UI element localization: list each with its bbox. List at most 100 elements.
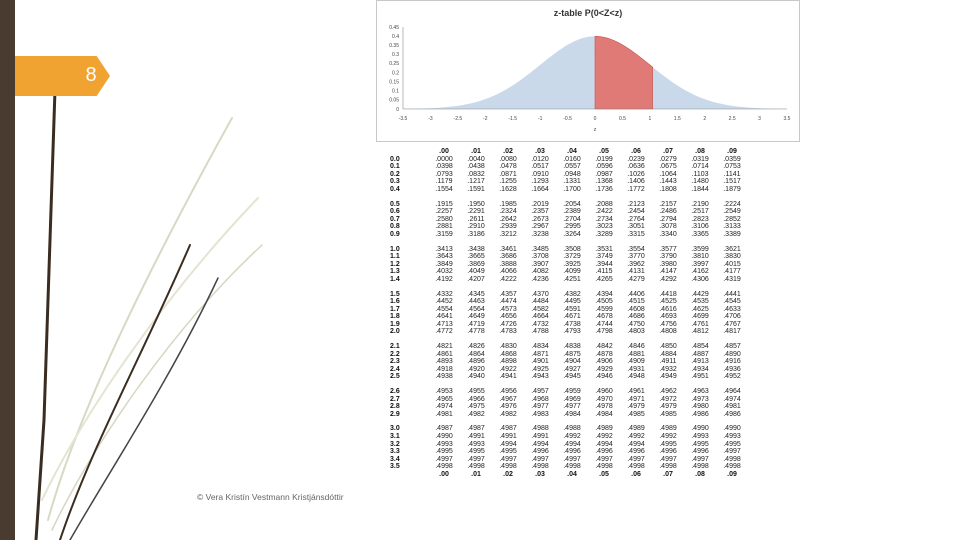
z-table-cell: .1985 bbox=[499, 200, 517, 208]
z-table-cell: .3238 bbox=[531, 230, 549, 238]
z-table-cell: .3340 bbox=[659, 230, 677, 238]
z-table-cell: .4949 bbox=[659, 373, 677, 381]
z-table-cell: .4938 bbox=[435, 373, 453, 381]
z-table-column-header: .06 bbox=[631, 148, 641, 155]
z-table-cell: .1772 bbox=[627, 185, 645, 193]
z-table-cell: .4706 bbox=[723, 313, 741, 321]
z-table-cell: .4913 bbox=[691, 358, 709, 366]
z-table-cell: .3485 bbox=[531, 245, 549, 253]
z-table-cell: .4977 bbox=[563, 403, 581, 411]
z-table-column-header: .08 bbox=[695, 148, 705, 155]
z-table-cell: .4452 bbox=[435, 298, 453, 306]
z-table-cell: .1443 bbox=[659, 178, 677, 186]
y-tick-label: 0.2 bbox=[392, 70, 399, 76]
z-table-cell: .4998 bbox=[499, 463, 517, 471]
z-table-cell: .4649 bbox=[467, 313, 485, 321]
z-table-cell: .2734 bbox=[595, 215, 613, 223]
z-table-cell: .4998 bbox=[467, 463, 485, 471]
z-table-cell: .4997 bbox=[691, 455, 709, 463]
z-table-cell: .4641 bbox=[435, 313, 453, 321]
z-table-cell: .4998 bbox=[435, 463, 453, 471]
z-table-cell: .2794 bbox=[659, 215, 677, 223]
z-table-cell: .4990 bbox=[435, 433, 453, 440]
z-table-cell: .4192 bbox=[435, 275, 453, 283]
z-table-cell: .3665 bbox=[467, 253, 485, 261]
z-table-cell: .4951 bbox=[691, 373, 709, 381]
z-table-cell: .4920 bbox=[467, 365, 485, 373]
z-table-cell: .4808 bbox=[659, 328, 677, 336]
z-table-cell: .4987 bbox=[467, 425, 485, 433]
z-table-cell: .4495 bbox=[563, 298, 581, 306]
z-table-column-header: .03 bbox=[535, 148, 545, 155]
z-table-cell: .4861 bbox=[435, 350, 453, 358]
z-table-cell: .4972 bbox=[659, 395, 677, 403]
z-table-cell: .4988 bbox=[531, 425, 549, 433]
z-table-cell: .2088 bbox=[595, 200, 613, 208]
z-table-cell: .4987 bbox=[499, 425, 517, 433]
z-table-cell: .4975 bbox=[467, 403, 485, 411]
z-table-cell: .4997 bbox=[627, 455, 645, 463]
z-table-cell: .4896 bbox=[467, 358, 485, 366]
x-tick-label: -0.5 bbox=[563, 116, 572, 122]
z-table-cell: .4980 bbox=[691, 403, 709, 411]
z-table-row: 0.8 .2881 .2910 .2939 .2967 .2995 .3023 .3051 .3… bbox=[390, 223, 748, 231]
z-value-label: 0.0 bbox=[390, 155, 400, 163]
z-table-cell: .3554 bbox=[627, 245, 645, 253]
z-table-cell: .4995 bbox=[435, 448, 453, 456]
z-value-label: 0.9 bbox=[390, 230, 400, 238]
z-table-cell: .1591 bbox=[467, 185, 485, 193]
z-table-cell: .4916 bbox=[723, 358, 741, 366]
z-table-cell: .3790 bbox=[659, 253, 677, 261]
z-table-cell: .4998 bbox=[723, 455, 741, 463]
z-table-cell: .4996 bbox=[595, 448, 613, 456]
z-table-cell: .4306 bbox=[691, 275, 709, 283]
z-table-cell: .0199 bbox=[595, 155, 613, 163]
z-table-cell: .4925 bbox=[531, 365, 549, 373]
z-value-label: 1.9 bbox=[390, 320, 400, 328]
slide-number: 8 bbox=[85, 64, 97, 86]
z-table-cell: .3023 bbox=[595, 223, 613, 231]
z-table-row: 2.7 .4965 .4966 .4967 .4968 .4969 .4970 .4971 .4… bbox=[390, 396, 748, 404]
z-table-cell: .3599 bbox=[691, 245, 709, 253]
z-table-row: 3.5 .4998 .4998 .4998 .4998 .4998 .4998 .4998 .4… bbox=[390, 463, 748, 471]
z-table-cell: .4991 bbox=[499, 433, 517, 440]
z-table-cell: .4995 bbox=[467, 448, 485, 456]
z-table-cell: .4990 bbox=[691, 425, 709, 433]
z-table-cell: .4162 bbox=[691, 268, 709, 276]
z-table-cell: .4406 bbox=[627, 290, 645, 298]
z-table-cell: .1664 bbox=[531, 185, 549, 193]
z-table-cell: .4418 bbox=[659, 290, 677, 298]
z-value-label: 1.6 bbox=[390, 298, 400, 306]
y-tick-label: 0.25 bbox=[389, 61, 399, 67]
z-table-cell: .4817 bbox=[723, 328, 741, 336]
z-table-cell: .4463 bbox=[467, 298, 485, 306]
z-table-cell: .4998 bbox=[595, 463, 613, 471]
z-table-cell: .4997 bbox=[563, 455, 581, 463]
z-table-cell: .4535 bbox=[691, 298, 709, 306]
z-table-row: 3.3 .4995 .4995 .4995 .4996 .4996 .4996 .4996 .4… bbox=[390, 448, 748, 456]
z-table-cell: .4929 bbox=[595, 365, 613, 373]
z-table-cell: .4664 bbox=[531, 313, 549, 321]
z-value-label: 1.8 bbox=[390, 313, 400, 321]
z-table-cell: .4686 bbox=[627, 313, 645, 321]
z-table-column-footer: .04 bbox=[567, 470, 577, 478]
z-table-cell: .4864 bbox=[467, 350, 485, 358]
z-table-cell: .4564 bbox=[467, 305, 485, 313]
z-table-cell: .1517 bbox=[723, 178, 741, 186]
z-value-label: 2.8 bbox=[390, 403, 400, 411]
z-table-cell: .4934 bbox=[691, 365, 709, 373]
z-table-cell: .2324 bbox=[499, 208, 517, 216]
z-table-cell: .4207 bbox=[467, 275, 485, 283]
z-value-label: 0.7 bbox=[390, 215, 400, 223]
z-table-cell: .4505 bbox=[595, 298, 613, 306]
z-table-cell: .0120 bbox=[531, 155, 549, 163]
z-table-cell: .4761 bbox=[691, 320, 709, 328]
z-table-panel: .00 .01 .02 .03 .04 .05 .06 .07 .08 .09 0.0 .0000.… bbox=[376, 142, 800, 540]
z-table-cell: .4803 bbox=[627, 328, 645, 336]
z-table-cell: .4996 bbox=[659, 448, 677, 456]
z-table-cell: .1844 bbox=[691, 185, 709, 193]
z-value-label: 2.6 bbox=[390, 388, 400, 396]
z-table-cell: .1950 bbox=[467, 200, 485, 208]
z-table-cell: .3849 bbox=[435, 260, 453, 268]
z-table-cell: .4996 bbox=[691, 448, 709, 456]
